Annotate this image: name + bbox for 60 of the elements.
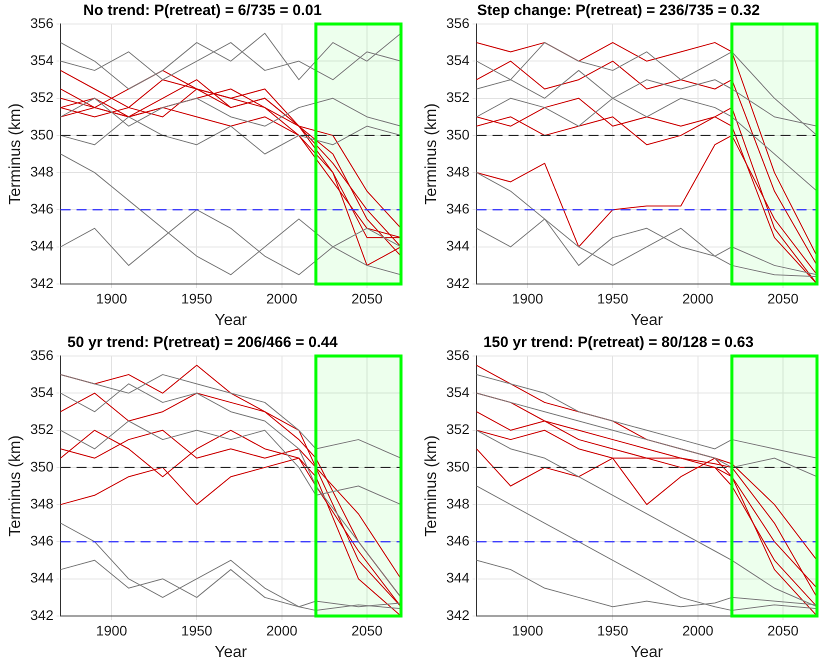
y-tick-label: 350 [446, 458, 470, 474]
y-tick-label: 352 [30, 421, 54, 438]
x-tick-label: 2050 [767, 290, 799, 306]
y-tick-label: 342 [30, 606, 54, 623]
y-tick-label: 354 [446, 52, 470, 68]
x-axis-title: Year [630, 312, 664, 329]
x-tick-label: 2050 [351, 622, 383, 638]
chart-title: No trend: P(retreat) = 6/735 = 0.01 [83, 2, 322, 20]
y-tick-label: 348 [446, 163, 470, 180]
chart-title: 50 yr trend: P(retreat) = 206/466 = 0.44 [67, 334, 338, 352]
y-tick-label: 348 [446, 495, 470, 512]
y-tick-label: 352 [30, 89, 54, 106]
chart-title: 150 yr trend: P(retreat) = 80/128 = 0.63 [483, 334, 754, 352]
y-tick-label: 350 [30, 126, 54, 142]
x-tick-label: 1900 [512, 622, 544, 638]
y-tick-label: 350 [446, 126, 470, 142]
x-tick-label: 2000 [682, 290, 714, 306]
x-tick-label: 2000 [266, 622, 298, 638]
y-tick-label: 342 [446, 274, 470, 291]
y-tick-label: 356 [30, 14, 54, 31]
y-tick-label: 342 [30, 274, 54, 291]
y-tick-label: 344 [30, 570, 54, 586]
y-tick-label: 346 [30, 532, 54, 549]
y-tick-label: 356 [446, 14, 470, 31]
x-tick-label: 1900 [512, 290, 544, 306]
x-tick-label: 1950 [181, 622, 213, 638]
y-tick-label: 354 [30, 52, 54, 68]
x-tick-label: 1900 [96, 290, 128, 306]
x-tick-label: 2000 [682, 622, 714, 638]
y-tick-label: 352 [446, 89, 470, 106]
y-tick-label: 344 [446, 238, 470, 254]
y-tick-label: 348 [30, 163, 54, 180]
y-tick-label: 356 [30, 346, 54, 363]
y-tick-label: 344 [446, 570, 470, 586]
x-tick-label: 1950 [181, 290, 213, 306]
x-axis-title: Year [214, 312, 248, 329]
y-tick-label: 354 [30, 384, 54, 400]
y-tick-label: 350 [30, 458, 54, 474]
x-tick-label: 2050 [767, 622, 799, 638]
chart-title: Step change: P(retreat) = 236/735 = 0.32 [477, 2, 760, 20]
y-tick-label: 346 [446, 200, 470, 217]
y-axis-title: Terminus (km) [423, 103, 440, 205]
x-tick-label: 2050 [351, 290, 383, 306]
y-tick-label: 356 [446, 346, 470, 363]
y-tick-label: 344 [30, 238, 54, 254]
x-axis-title: Year [214, 644, 248, 661]
y-tick-label: 354 [446, 384, 470, 400]
y-axis-title: Terminus (km) [7, 103, 24, 205]
y-tick-label: 348 [30, 495, 54, 512]
x-tick-label: 1950 [597, 622, 629, 638]
y-tick-label: 352 [446, 421, 470, 438]
x-tick-label: 1950 [597, 290, 629, 306]
y-tick-label: 346 [446, 532, 470, 549]
x-tick-label: 1900 [96, 622, 128, 638]
x-axis-title: Year [630, 644, 664, 661]
y-axis-title: Terminus (km) [7, 435, 24, 537]
y-axis-title: Terminus (km) [423, 435, 440, 537]
x-tick-label: 2000 [266, 290, 298, 306]
y-tick-label: 342 [446, 606, 470, 623]
y-tick-label: 346 [30, 200, 54, 217]
